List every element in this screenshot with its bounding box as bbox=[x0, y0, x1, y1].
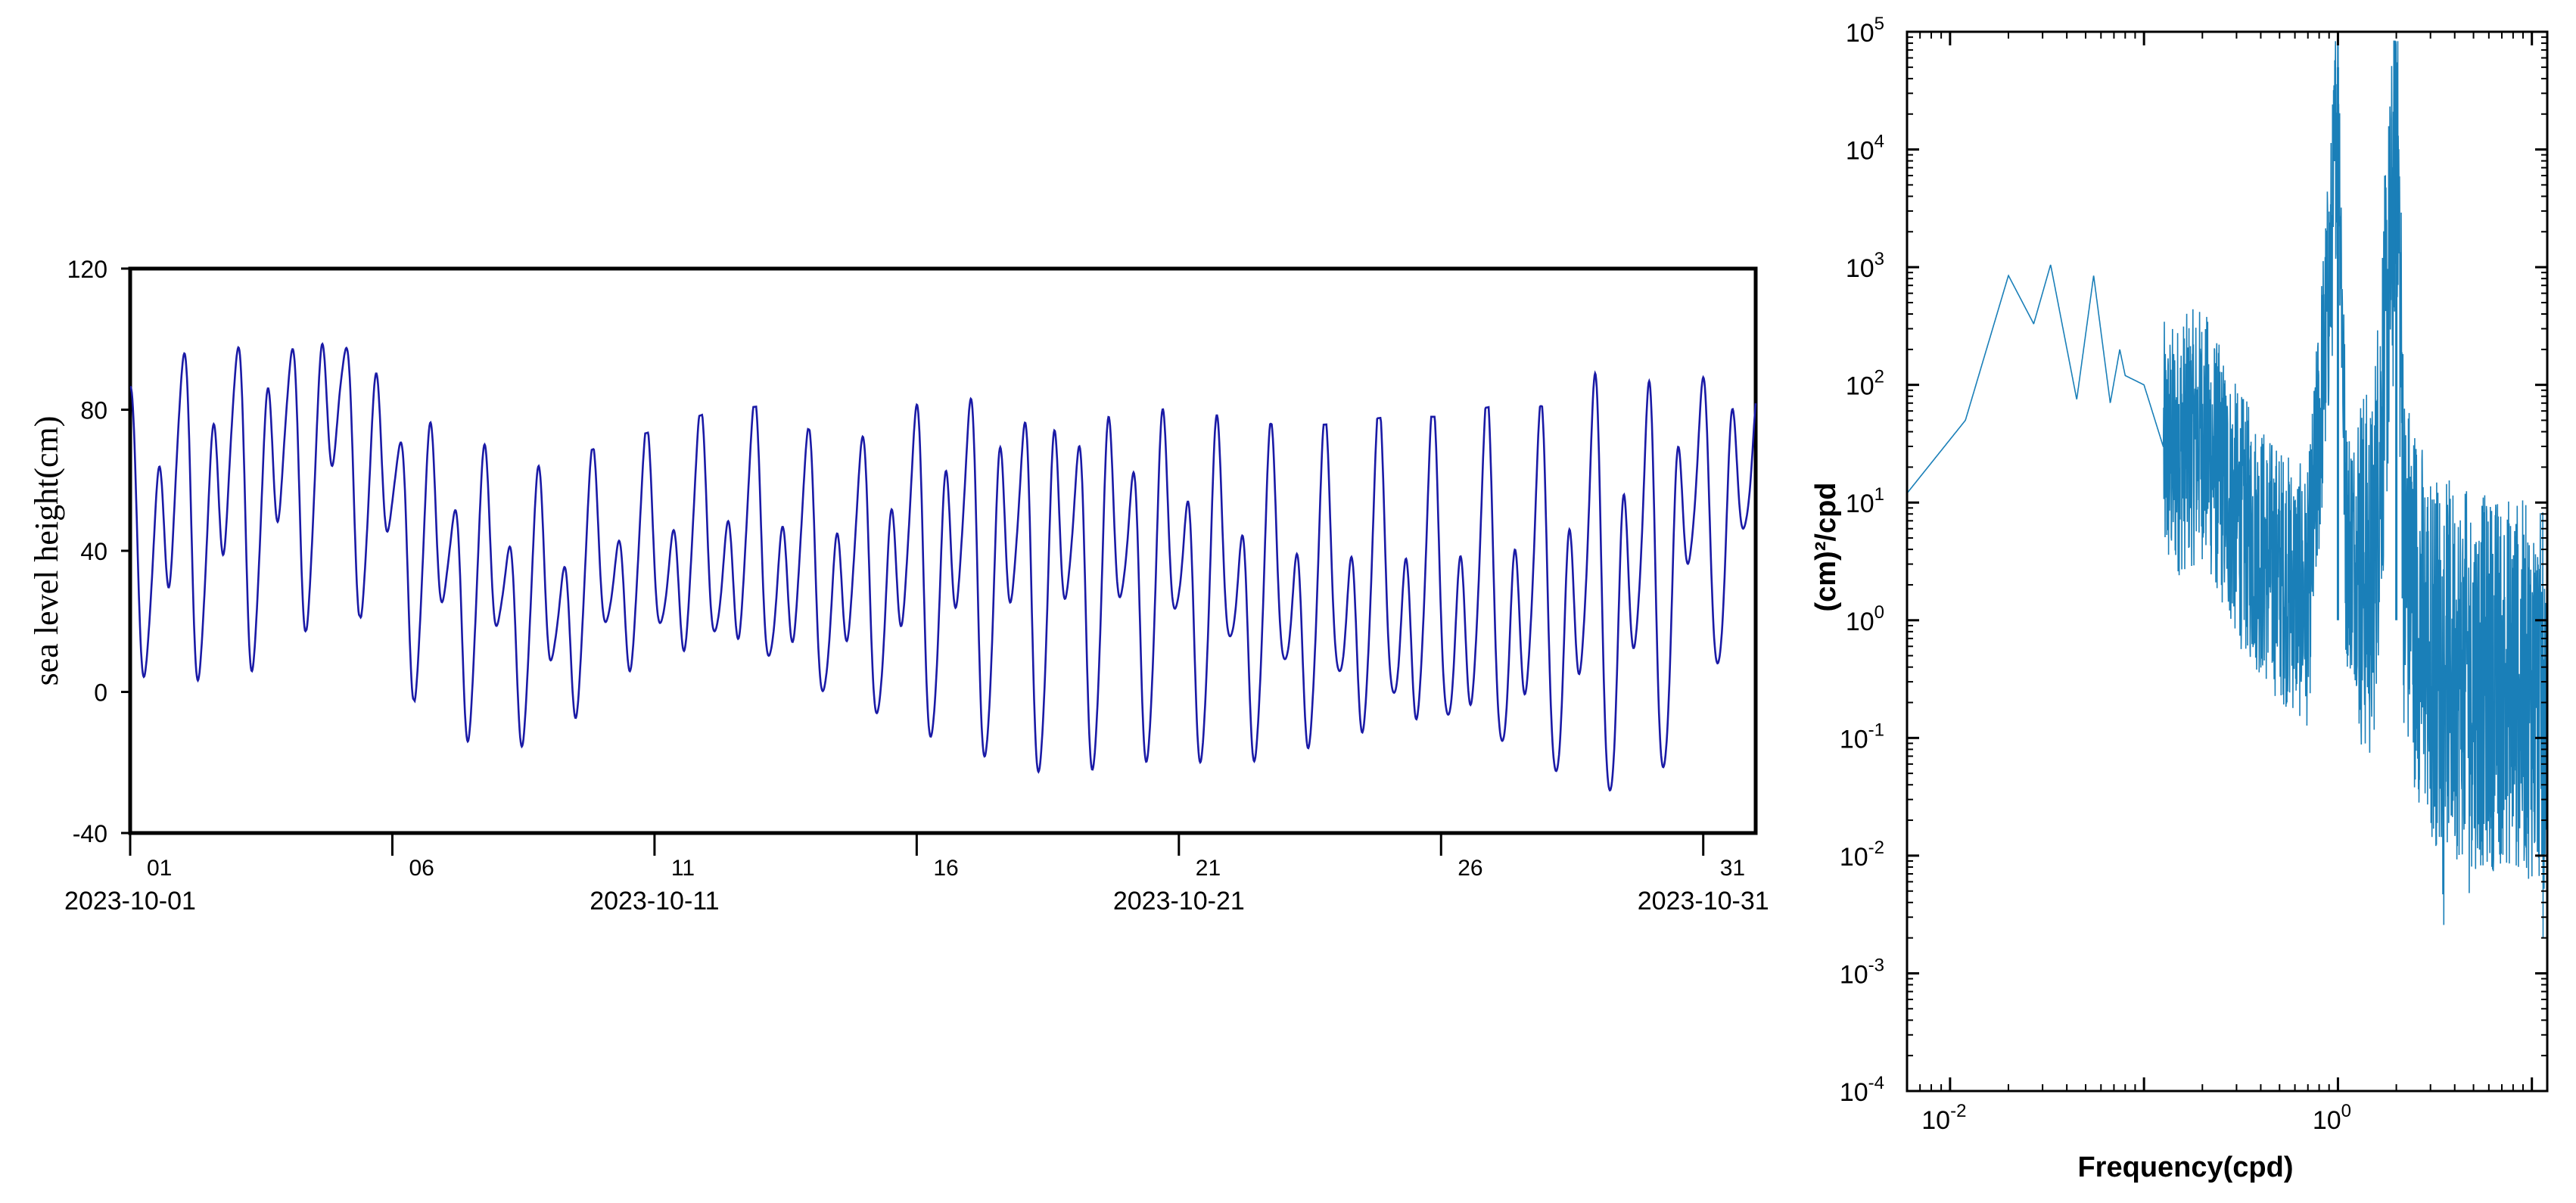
spectrum-line bbox=[1906, 40, 2548, 938]
sea-level-series bbox=[129, 342, 1757, 792]
spectrum-x-ticks: 10-2 100 bbox=[1906, 32, 2534, 1135]
x-date-label: 2023-10-01 bbox=[64, 887, 196, 915]
y-tick-label: 103 bbox=[1846, 249, 1884, 283]
x-tick-label: 100 bbox=[2313, 1101, 2351, 1135]
x-day-tick-label: 11 bbox=[671, 856, 695, 881]
y-tick-label: 10-2 bbox=[1840, 838, 1884, 872]
sea-level-plot-frame bbox=[128, 266, 1758, 835]
x-tick-label: 10-2 bbox=[1921, 1101, 1966, 1135]
y-tick-label: 105 bbox=[1846, 14, 1884, 48]
y-tick-label: 104 bbox=[1846, 132, 1884, 166]
x-day-tick-label: 01 bbox=[147, 856, 172, 881]
spectrum-plot-frame bbox=[1906, 30, 2549, 1093]
spectrum-x-axis-label: Frequency(cpd) bbox=[2077, 1152, 2293, 1183]
y-tick-label: 40 bbox=[80, 538, 107, 565]
y-tick-label: 10-4 bbox=[1840, 1073, 1884, 1107]
x-date-label: 2023-10-21 bbox=[1113, 887, 1245, 915]
x-date-label: 2023-10-11 bbox=[590, 887, 719, 915]
x-date-label: 2023-10-31 bbox=[1638, 887, 1769, 915]
y-tick-label: 120 bbox=[67, 256, 107, 283]
x-day-tick-label: 21 bbox=[1196, 856, 1221, 881]
x-day-tick-label: 16 bbox=[933, 856, 958, 881]
x-day-tick-label: 06 bbox=[409, 856, 434, 881]
spectrum-y-ticks: 105 104 103 102 101 100 10-1 10-2 10-3 10-4 bbox=[1840, 14, 2547, 1107]
y-tick-label: 10-1 bbox=[1840, 720, 1884, 754]
y-tick-label: 102 bbox=[1846, 367, 1884, 401]
x-day-tick-label: 26 bbox=[1458, 856, 1482, 881]
x-day-tick-label: 31 bbox=[1720, 856, 1745, 881]
sea-level-y-ticks: 120 80 40 0 -40 bbox=[67, 256, 130, 847]
y-tick-label: -40 bbox=[73, 820, 107, 847]
y-tick-label: 0 bbox=[94, 679, 107, 707]
y-tick-label: 80 bbox=[80, 397, 107, 424]
sea-level-y-axis-label: sea level height(cm) bbox=[28, 416, 65, 686]
spectrum-y-axis-label: (cm)²/cpd bbox=[1810, 483, 1842, 612]
sea-level-line bbox=[129, 342, 1757, 792]
y-tick-label: 100 bbox=[1846, 602, 1884, 636]
y-tick-label: 101 bbox=[1846, 484, 1884, 518]
spectrum-axes bbox=[1906, 30, 2549, 1093]
spectrum-series bbox=[1906, 40, 2548, 938]
sea-level-chart: 120 80 40 0 -40 01 06 11 16 21 26 31 2023-10-01 2023… bbox=[28, 256, 1769, 915]
sea-level-x-ticks: 01 06 11 16 21 26 31 2023-10-01 2023-10-11 2023-1… bbox=[64, 833, 1769, 915]
y-tick-label: 10-3 bbox=[1840, 955, 1884, 989]
